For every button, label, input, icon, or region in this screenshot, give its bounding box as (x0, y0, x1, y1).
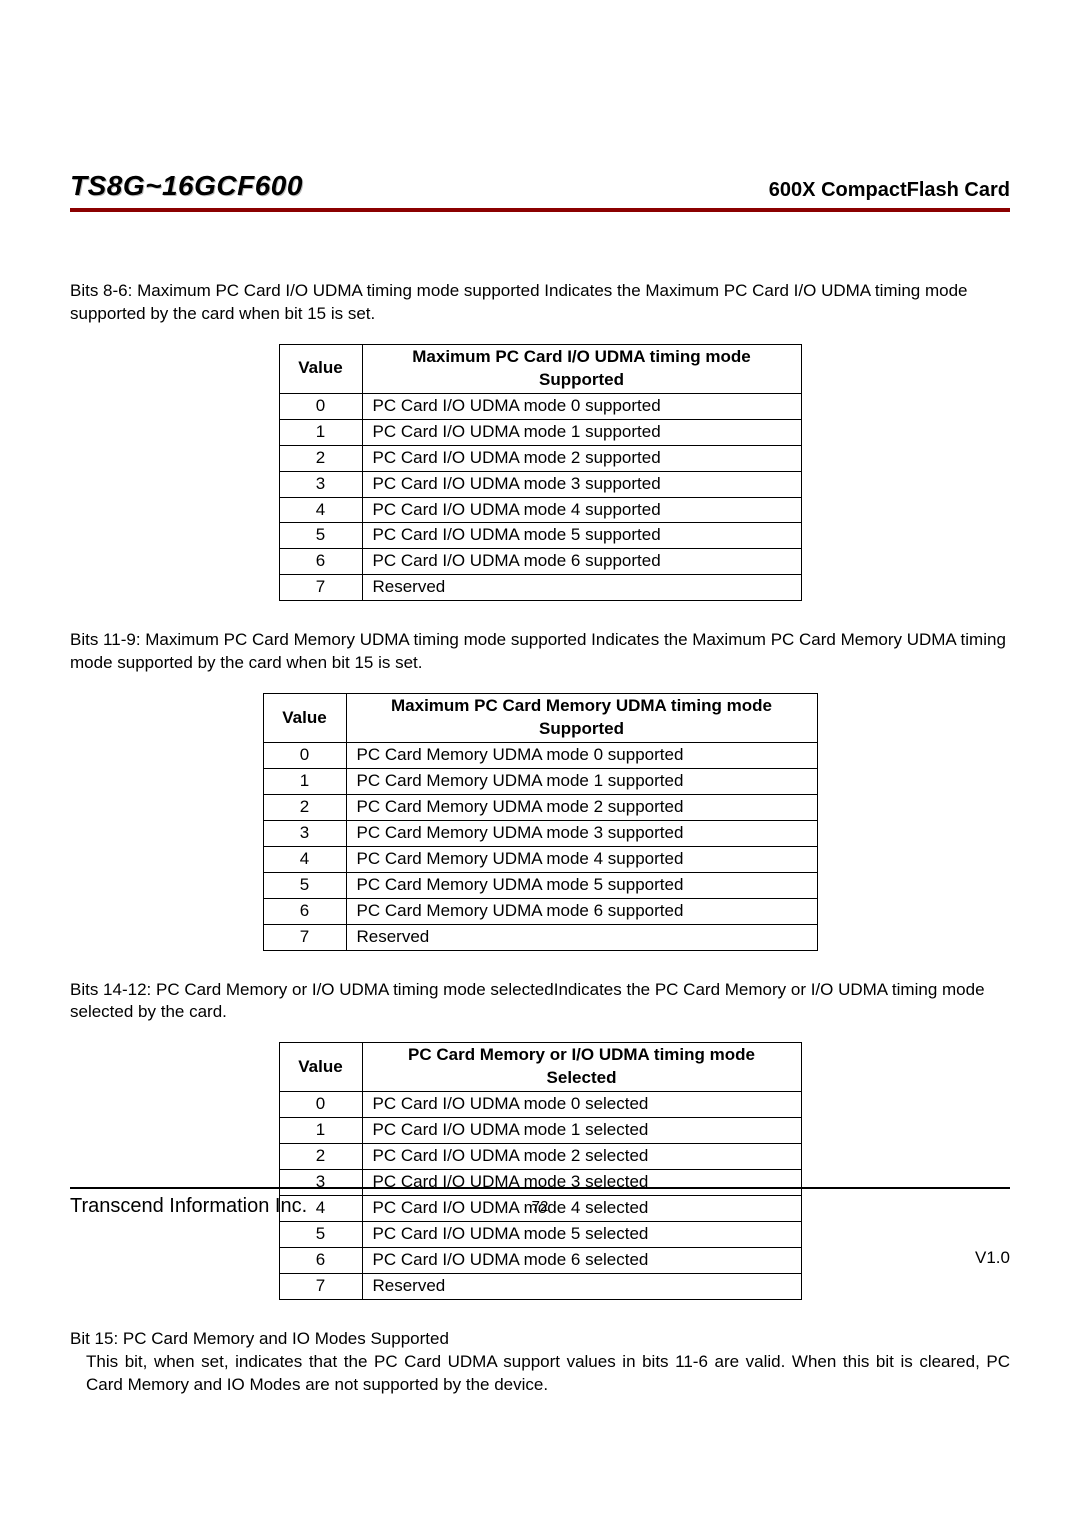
table-cell-value: 3 (263, 820, 346, 846)
table-row: 7Reserved (263, 924, 817, 950)
table-cell-desc: PC Card I/O UDMA mode 0 supported (362, 393, 801, 419)
table-cell-desc: PC Card Memory UDMA mode 1 supported (346, 768, 817, 794)
table-cell-desc: Reserved (362, 575, 801, 601)
footer-page-number: 72 (532, 1198, 549, 1215)
table-cell-value: 7 (263, 924, 346, 950)
table-row: 1PC Card I/O UDMA mode 1 selected (279, 1118, 801, 1144)
table-cell-value: 6 (263, 898, 346, 924)
table-memory-udma-supported: Value Maximum PC Card Memory UDMA timing… (263, 693, 818, 950)
table-cell-value: 0 (279, 393, 362, 419)
page-footer: Transcend Information Inc. 72 (70, 1187, 1010, 1218)
table-cell-desc: PC Card I/O UDMA mode 6 selected (362, 1247, 801, 1273)
table-cell-value: 1 (279, 419, 362, 445)
table-row: 0PC Card I/O UDMA mode 0 selected (279, 1092, 801, 1118)
table-row: 5PC Card I/O UDMA mode 5 selected (279, 1221, 801, 1247)
table-cell-desc: Reserved (346, 924, 817, 950)
table-cell-desc: PC Card I/O UDMA mode 1 supported (362, 419, 801, 445)
table-cell-value: 2 (279, 445, 362, 471)
table-row: 7Reserved (279, 575, 801, 601)
table-cell-desc: PC Card I/O UDMA mode 1 selected (362, 1118, 801, 1144)
table-row: 5PC Card I/O UDMA mode 5 supported (279, 523, 801, 549)
table-cell-desc: Reserved (362, 1273, 801, 1299)
table-row: 6PC Card I/O UDMA mode 6 supported (279, 549, 801, 575)
table-cell-desc: PC Card Memory UDMA mode 2 supported (346, 794, 817, 820)
table-cell-desc: PC Card Memory UDMA mode 4 supported (346, 846, 817, 872)
table-cell-value: 0 (263, 743, 346, 769)
table-row: 1PC Card I/O UDMA mode 1 supported (279, 419, 801, 445)
table-cell-value: 6 (279, 549, 362, 575)
table-cell-value: 5 (279, 523, 362, 549)
table-cell-value: 2 (263, 794, 346, 820)
table-cell-value: 1 (263, 768, 346, 794)
table-row: 2PC Card I/O UDMA mode 2 selected (279, 1144, 801, 1170)
table-header-value: Value (279, 344, 362, 393)
table-row: 3PC Card I/O UDMA mode 3 supported (279, 471, 801, 497)
table-row: 6PC Card I/O UDMA mode 6 selected (279, 1247, 801, 1273)
table-row: 7Reserved (279, 1273, 801, 1299)
bit15-desc: This bit, when set, indicates that the P… (70, 1351, 1010, 1397)
table-row: 1PC Card Memory UDMA mode 1 supported (263, 768, 817, 794)
table-row: 6PC Card Memory UDMA mode 6 supported (263, 898, 817, 924)
bit15-block: Bit 15: PC Card Memory and IO Modes Supp… (70, 1328, 1010, 1397)
table-row: 0PC Card I/O UDMA mode 0 supported (279, 393, 801, 419)
table-cell-desc: PC Card I/O UDMA mode 6 supported (362, 549, 801, 575)
table-io-udma-supported: Value Maximum PC Card I/O UDMA timing mo… (279, 344, 802, 601)
table-header-row: Value Maximum PC Card Memory UDMA timing… (263, 694, 817, 743)
product-title: TS8G~16GCF600 (70, 170, 303, 202)
table-cell-desc: PC Card I/O UDMA mode 2 supported (362, 445, 801, 471)
table-cell-value: 5 (263, 872, 346, 898)
bit15-title: Bit 15: PC Card Memory and IO Modes Supp… (70, 1328, 1010, 1351)
page: TS8G~16GCF600 600X CompactFlash Card Bit… (0, 0, 1080, 1528)
table-row: 4PC Card Memory UDMA mode 4 supported (263, 846, 817, 872)
table-cell-desc: PC Card I/O UDMA mode 2 selected (362, 1144, 801, 1170)
table-cell-value: 6 (279, 1247, 362, 1273)
table-cell-desc: PC Card I/O UDMA mode 3 supported (362, 471, 801, 497)
table-cell-desc: PC Card I/O UDMA mode 0 selected (362, 1092, 801, 1118)
table-row: 3PC Card Memory UDMA mode 3 supported (263, 820, 817, 846)
section3-text: Bits 14-12: PC Card Memory or I/O UDMA t… (70, 979, 1010, 1025)
table-cell-value: 0 (279, 1092, 362, 1118)
table-cell-value: 4 (263, 846, 346, 872)
table-header-row: Value PC Card Memory or I/O UDMA timing … (279, 1043, 801, 1092)
table-cell-value: 7 (279, 1273, 362, 1299)
table-header-value: Value (263, 694, 346, 743)
table-cell-value: 2 (279, 1144, 362, 1170)
table-cell-value: 7 (279, 575, 362, 601)
table-cell-desc: PC Card I/O UDMA mode 4 supported (362, 497, 801, 523)
footer-version: V1.0 (975, 1248, 1010, 1268)
table-cell-desc: PC Card Memory UDMA mode 0 supported (346, 743, 817, 769)
table-row: 0PC Card Memory UDMA mode 0 supported (263, 743, 817, 769)
page-header: TS8G~16GCF600 600X CompactFlash Card (70, 170, 1010, 212)
table-cell-value: 3 (279, 471, 362, 497)
table-udma-selected: Value PC Card Memory or I/O UDMA timing … (279, 1042, 802, 1299)
table-header-desc: Maximum PC Card Memory UDMA timing mode … (346, 694, 817, 743)
table-row: 5PC Card Memory UDMA mode 5 supported (263, 872, 817, 898)
product-subtitle: 600X CompactFlash Card (769, 179, 1010, 202)
table-cell-value: 4 (279, 497, 362, 523)
table-cell-desc: PC Card Memory UDMA mode 6 supported (346, 898, 817, 924)
table-row: 4PC Card I/O UDMA mode 4 supported (279, 497, 801, 523)
table-cell-value: 5 (279, 1221, 362, 1247)
footer-company: Transcend Information Inc. (70, 1195, 307, 1218)
table-header-value: Value (279, 1043, 362, 1092)
section1-text: Bits 8-6: Maximum PC Card I/O UDMA timin… (70, 280, 1010, 326)
table-cell-desc: PC Card Memory UDMA mode 3 supported (346, 820, 817, 846)
table-row: 2PC Card Memory UDMA mode 2 supported (263, 794, 817, 820)
table-cell-desc: PC Card Memory UDMA mode 5 supported (346, 872, 817, 898)
table-cell-value: 1 (279, 1118, 362, 1144)
table-header-row: Value Maximum PC Card I/O UDMA timing mo… (279, 344, 801, 393)
table-header-desc: Maximum PC Card I/O UDMA timing mode Sup… (362, 344, 801, 393)
table-cell-desc: PC Card I/O UDMA mode 5 supported (362, 523, 801, 549)
table-cell-desc: PC Card I/O UDMA mode 5 selected (362, 1221, 801, 1247)
table-header-desc: PC Card Memory or I/O UDMA timing mode S… (362, 1043, 801, 1092)
table-row: 2PC Card I/O UDMA mode 2 supported (279, 445, 801, 471)
section2-text: Bits 11-9: Maximum PC Card Memory UDMA t… (70, 629, 1010, 675)
